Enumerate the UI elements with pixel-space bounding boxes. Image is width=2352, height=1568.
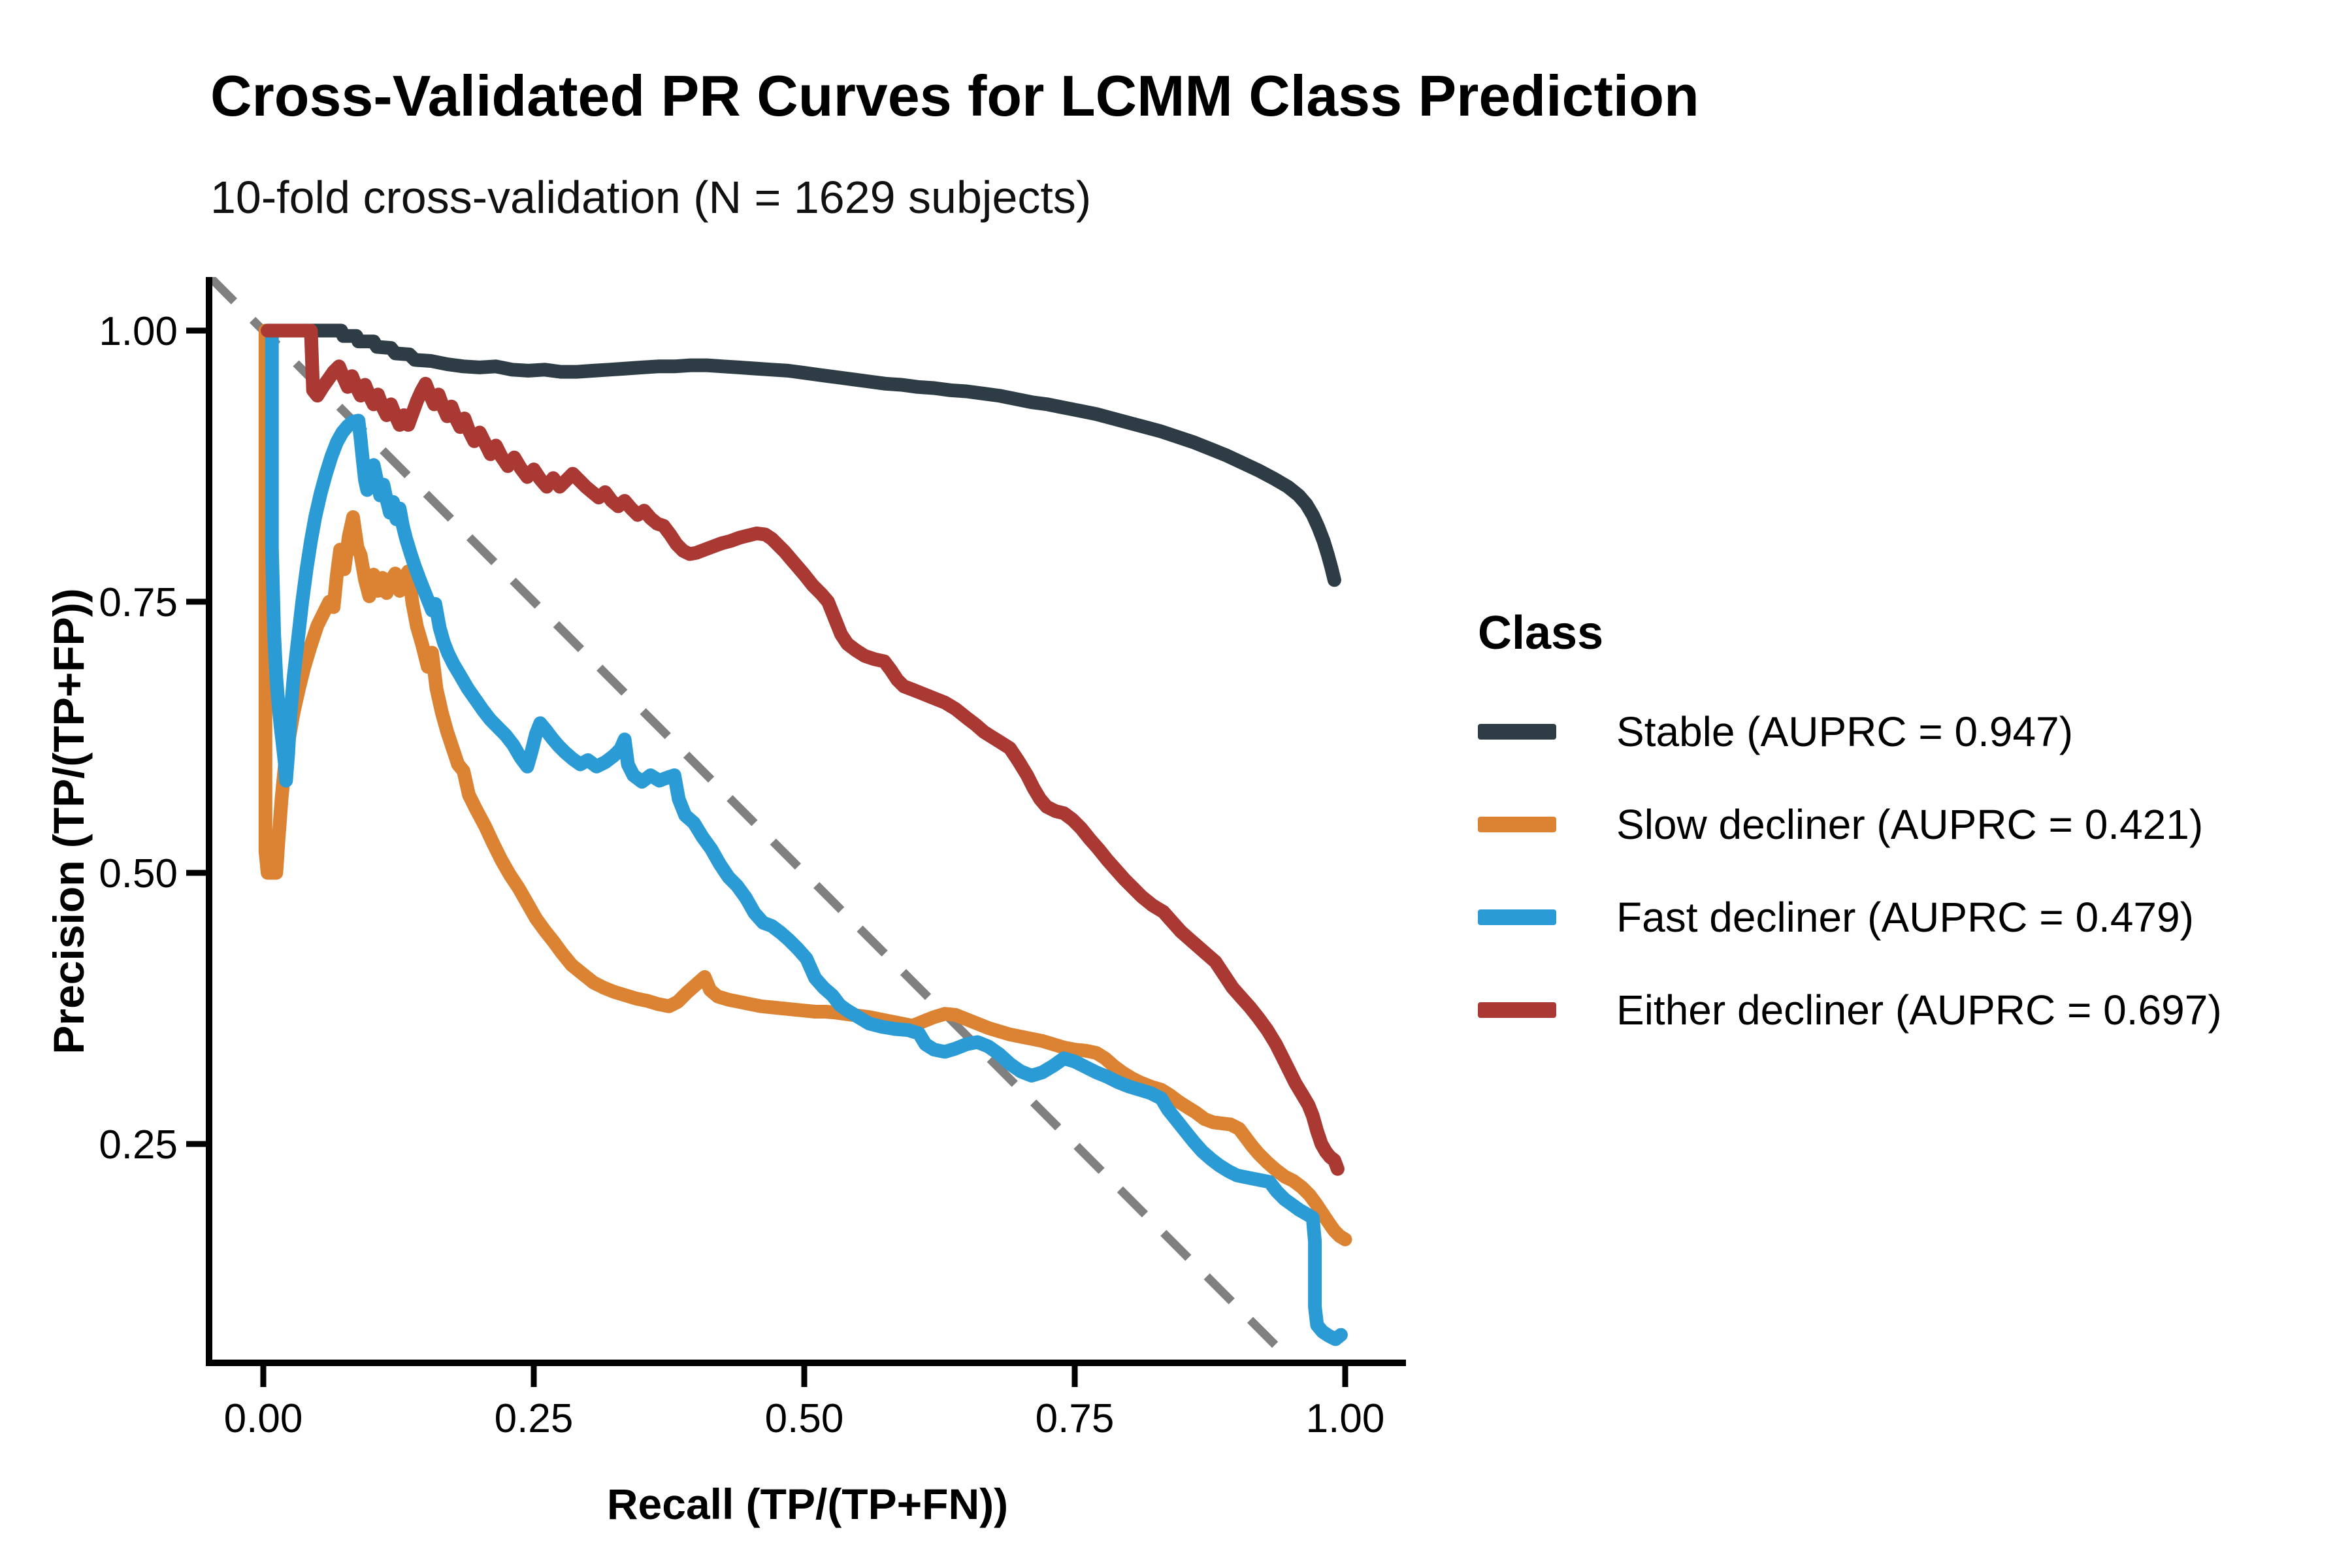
x-tick-label: 0.00 xyxy=(224,1396,303,1441)
legend-label-stable: Stable (AUPRC = 0.947) xyxy=(1616,708,2073,755)
x-tick-label: 0.75 xyxy=(1036,1396,1115,1441)
legend-key-fast-decliner xyxy=(1478,909,1556,925)
chart-subtitle: 10-fold cross-validation (N = 1629 subje… xyxy=(210,172,1092,223)
pr-curve-either-decliner xyxy=(261,323,1345,1176)
y-axis: 0.25 0.50 0.75 1.00 Precision (TP/(TP+FP)) xyxy=(44,277,212,1366)
legend-item-fast-decliner: Fast decliner (AUPRC = 0.479) xyxy=(1478,894,2222,941)
pr-curve-fast-decliner xyxy=(265,323,1348,1347)
legend-label-slow-decliner: Slow decliner (AUPRC = 0.421) xyxy=(1616,801,2204,848)
legend-key-either-decliner xyxy=(1478,1002,1556,1018)
pr-curves xyxy=(258,323,1352,1347)
chance-diagonal-line xyxy=(210,277,1298,1362)
legend-item-slow-decliner: Slow decliner (AUPRC = 0.421) xyxy=(1478,801,2222,848)
y-ticks: 0.25 0.50 0.75 1.00 xyxy=(99,309,207,1168)
legend-key-stable xyxy=(1478,724,1556,740)
x-tick-label: 1.00 xyxy=(1306,1396,1385,1441)
x-axis: 0.00 0.25 0.50 0.75 1.00 Recall (TP/(TP+FN)) xyxy=(206,1360,1406,1528)
y-tick-label: 1.00 xyxy=(99,309,178,354)
legend-item-either-decliner: Either decliner (AUPRC = 0.697) xyxy=(1478,987,2222,1034)
x-ticks: 0.00 0.25 0.50 0.75 1.00 xyxy=(224,1366,1385,1441)
x-tick-label: 0.50 xyxy=(765,1396,844,1441)
legend: Class Stable (AUPRC = 0.947) Slow declin… xyxy=(1478,606,2222,1079)
legend-item-stable: Stable (AUPRC = 0.947) xyxy=(1478,708,2222,755)
legend-label-either-decliner: Either decliner (AUPRC = 0.697) xyxy=(1616,987,2222,1034)
legend-title: Class xyxy=(1478,607,1604,659)
pr-curve-stable xyxy=(263,323,1341,587)
x-tick-label: 0.25 xyxy=(495,1396,574,1441)
y-tick-label: 0.25 xyxy=(99,1122,178,1168)
y-tick-label: 0.50 xyxy=(99,851,178,896)
pr-curve-slow-decliner xyxy=(258,323,1352,1247)
y-tick-label: 0.75 xyxy=(99,580,178,625)
x-axis-title: Recall (TP/(TP+FN)) xyxy=(607,1480,1008,1528)
legend-label-fast-decliner: Fast decliner (AUPRC = 0.479) xyxy=(1616,894,2194,941)
chart-title: Cross-Validated PR Curves for LCMM Class… xyxy=(210,63,1699,128)
legend-key-slow-decliner xyxy=(1478,817,1556,832)
y-axis-title: Precision (TP/(TP+FP)) xyxy=(44,588,93,1054)
chance-line xyxy=(210,277,1298,1362)
